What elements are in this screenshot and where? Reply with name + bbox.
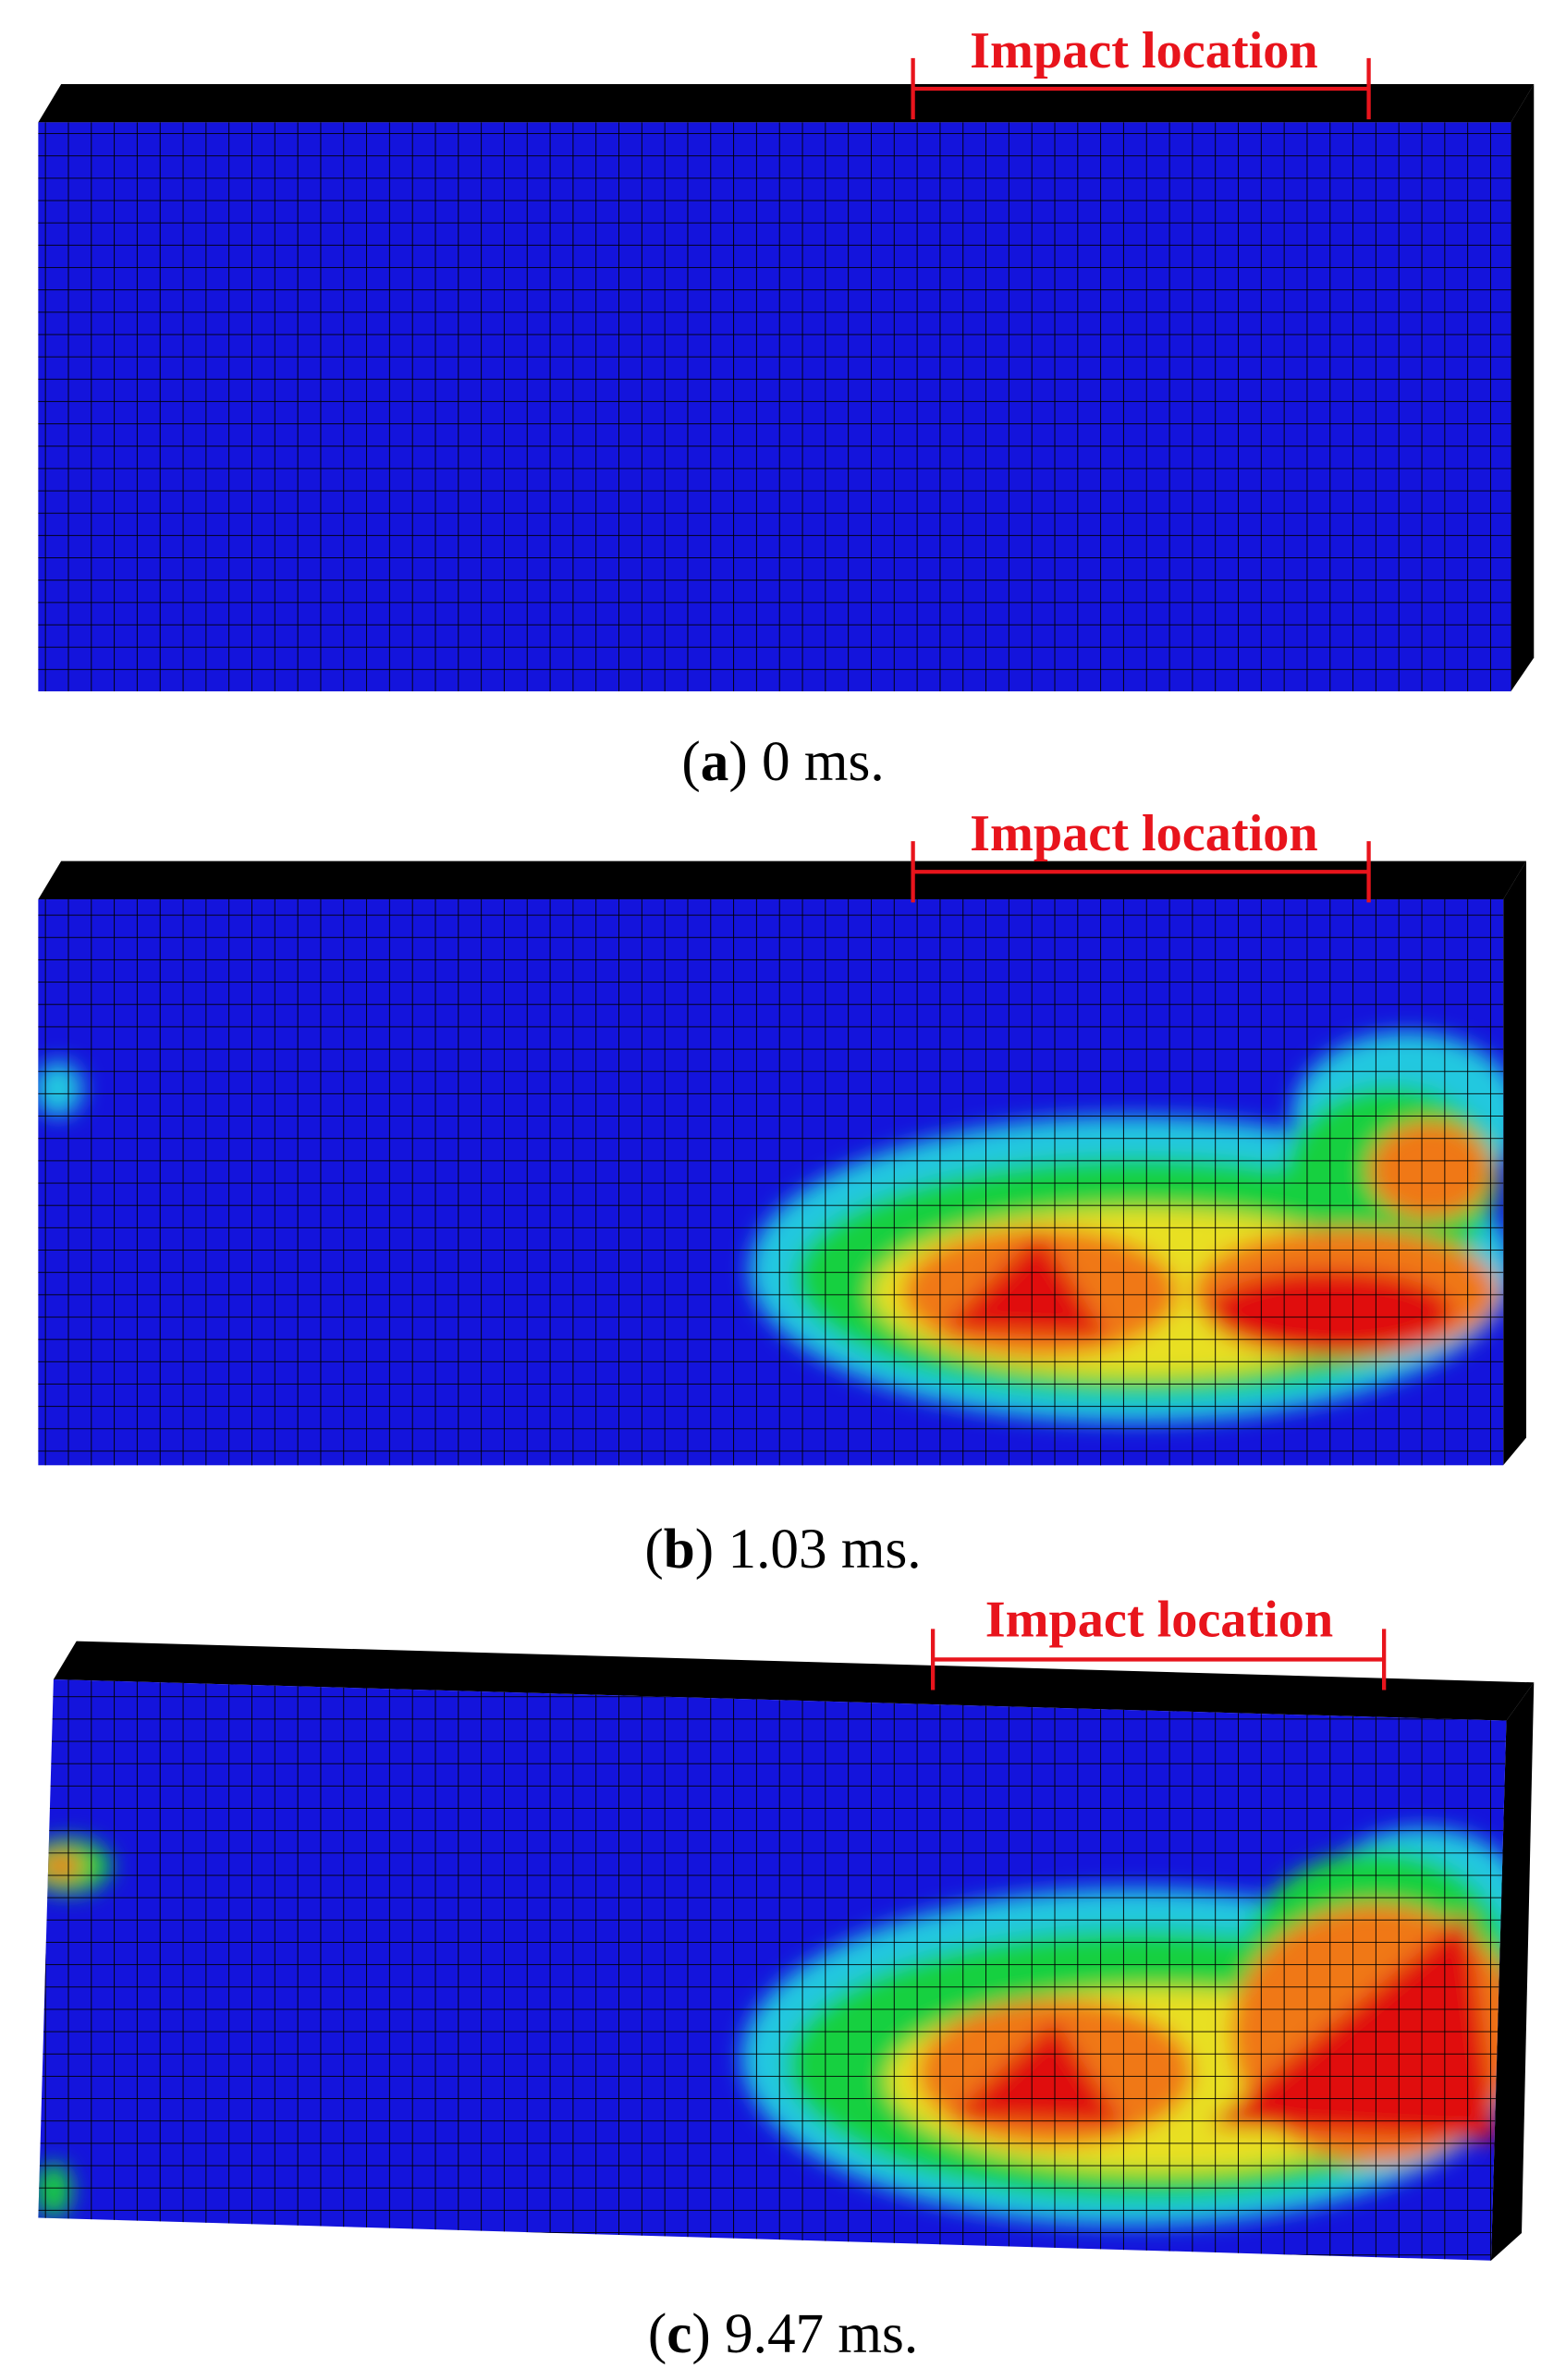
caption-part: ( (648, 2302, 667, 2365)
side-face (1490, 1682, 1535, 2261)
top-face (53, 1641, 1535, 1721)
caption-part: ) 0 ms. (728, 730, 884, 793)
bracket (911, 57, 1371, 120)
mesh (38, 1678, 1507, 2261)
top-face (38, 860, 1526, 900)
bracket (930, 1629, 1387, 1690)
caption-label: b (664, 1518, 695, 1581)
side-face (1503, 860, 1526, 1466)
side-face (1511, 84, 1535, 691)
annotation: Impact location (970, 805, 1317, 862)
mesh (38, 122, 1511, 691)
annotation: Impact location (970, 22, 1317, 79)
bracket (911, 841, 1371, 903)
top-face (38, 84, 1535, 123)
panel-b: Impact location (b) 1.03 ms. (38, 805, 1526, 1581)
panel-a: Impact location (a) 0 ms. (38, 22, 1535, 793)
caption: (c) 9.47 ms. (648, 2302, 918, 2365)
caption-part: ( (644, 1518, 663, 1581)
caption-part: ( (681, 730, 700, 793)
caption-label: c (667, 2302, 691, 2365)
caption-part: ) 1.03 ms. (695, 1518, 922, 1581)
annotation: Impact location (985, 1592, 1333, 1649)
caption: (a) 0 ms. (681, 730, 884, 793)
caption-label: a (701, 730, 729, 793)
caption: (b) 1.03 ms. (644, 1518, 921, 1581)
caption-part: ) 9.47 ms. (691, 2302, 918, 2365)
mesh (38, 899, 1504, 1466)
panel-c: Impact location (c) 9.47 ms. (38, 1592, 1535, 2365)
